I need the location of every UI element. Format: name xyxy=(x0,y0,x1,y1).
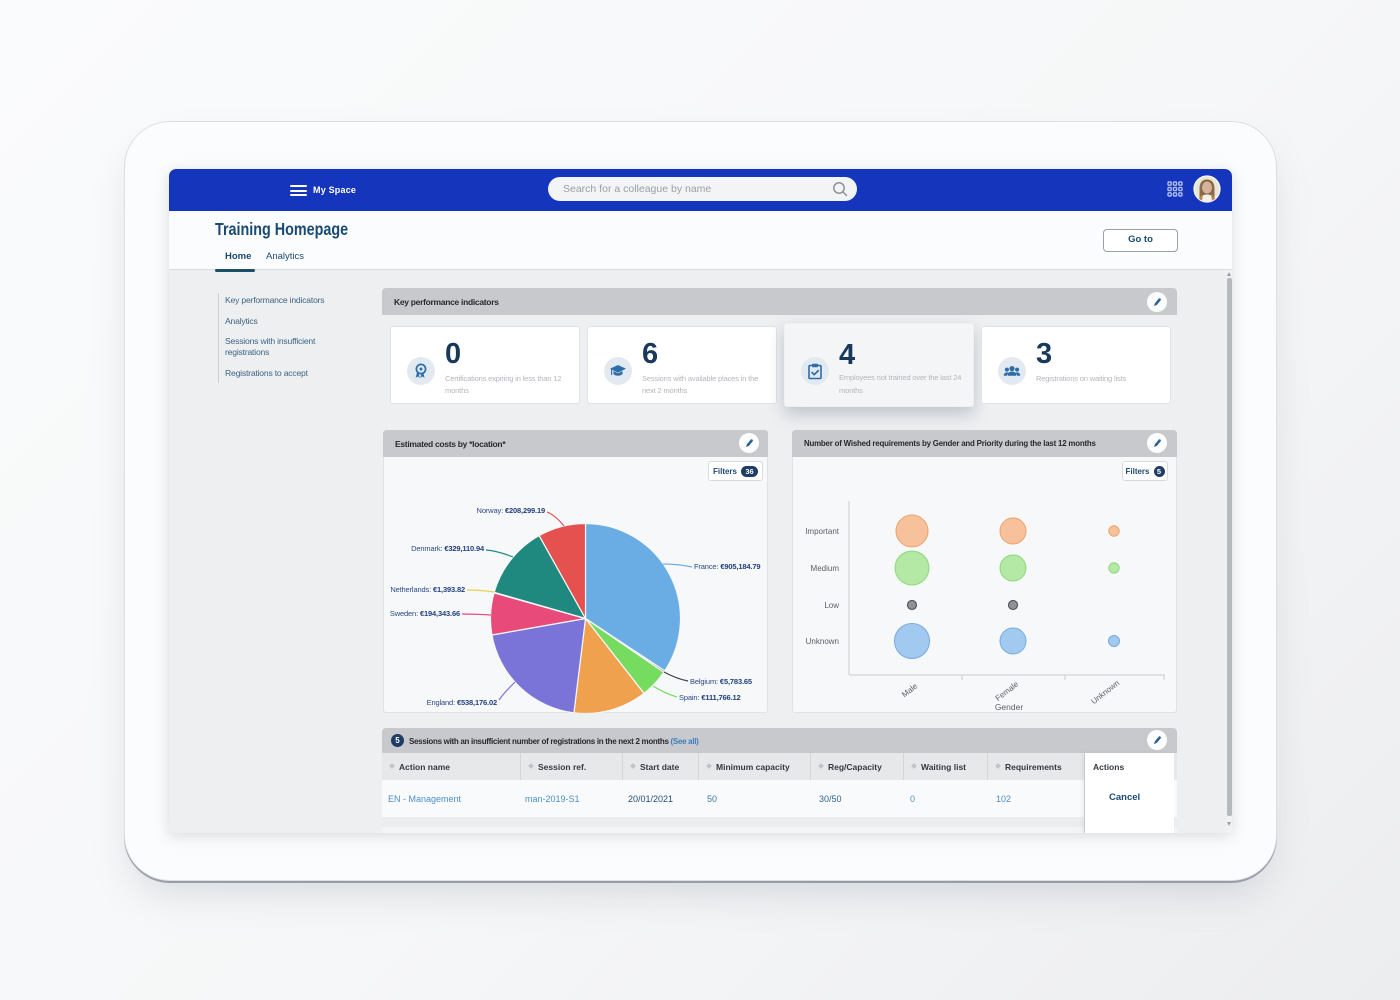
svg-text:Female: Female xyxy=(994,679,1021,703)
svg-text:Gender: Gender xyxy=(995,702,1024,712)
svg-text:Male: Male xyxy=(900,681,920,699)
svg-text:Unknown: Unknown xyxy=(806,637,839,646)
svg-text:Important: Important xyxy=(805,527,840,536)
svg-text:Unknown: Unknown xyxy=(1089,678,1121,706)
svg-text:Medium: Medium xyxy=(811,564,840,573)
svg-text:Low: Low xyxy=(824,601,839,610)
